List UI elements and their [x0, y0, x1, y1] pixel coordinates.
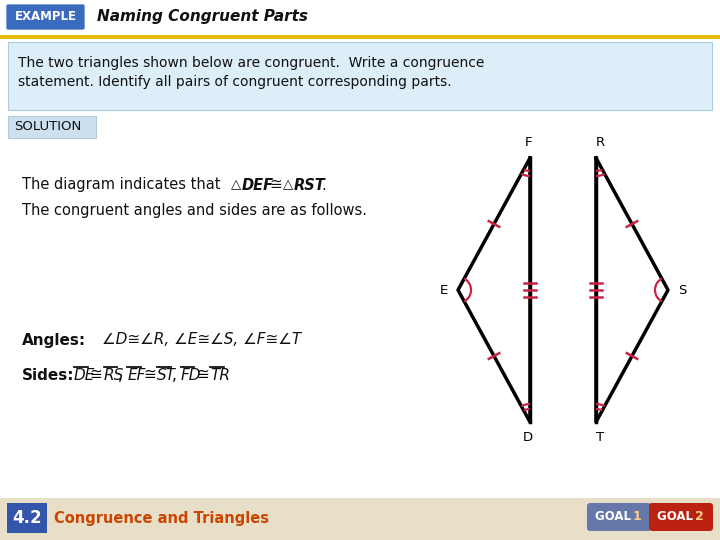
Text: TR: TR — [210, 368, 230, 382]
Text: DE: DE — [74, 368, 95, 382]
Text: 1: 1 — [633, 510, 642, 523]
Text: statement. Identify all pairs of congruent corresponding parts.: statement. Identify all pairs of congrue… — [18, 75, 451, 89]
Bar — [0, 0, 720, 38]
Text: Naming Congruent Parts: Naming Congruent Parts — [97, 10, 308, 24]
Text: SOLUTION: SOLUTION — [14, 120, 81, 133]
Text: 2: 2 — [695, 510, 703, 523]
Text: 4.2: 4.2 — [12, 509, 42, 527]
Text: R: R — [595, 136, 605, 149]
Text: ≅: ≅ — [89, 368, 102, 382]
Text: .: . — [321, 178, 325, 192]
Text: ≅: ≅ — [269, 178, 282, 192]
FancyBboxPatch shape — [7, 503, 47, 533]
Text: The congruent angles and sides are as follows.: The congruent angles and sides are as fo… — [22, 202, 367, 218]
Text: ,: , — [171, 368, 176, 382]
Text: ≅: ≅ — [143, 368, 156, 382]
Text: ,: , — [118, 368, 123, 382]
Text: F: F — [524, 136, 532, 149]
Text: EF: EF — [127, 368, 145, 382]
Bar — [0, 498, 720, 540]
Text: FD: FD — [181, 368, 201, 382]
Text: The two triangles shown below are congruent.  Write a congruence: The two triangles shown below are congru… — [18, 56, 485, 70]
Text: ∠D≅∠R, ∠E≅∠S, ∠F≅∠T: ∠D≅∠R, ∠E≅∠S, ∠F≅∠T — [102, 333, 301, 348]
Text: RST: RST — [294, 178, 325, 192]
FancyBboxPatch shape — [649, 503, 713, 531]
Text: △: △ — [283, 179, 293, 192]
Text: S: S — [678, 284, 686, 296]
Text: ST: ST — [157, 368, 176, 382]
Text: EXAMPLE: EXAMPLE — [14, 10, 76, 24]
FancyBboxPatch shape — [6, 4, 85, 30]
Text: △: △ — [231, 179, 241, 192]
Text: DEF: DEF — [242, 178, 274, 192]
Text: Angles:: Angles: — [22, 333, 86, 348]
Bar — [8, 42, 712, 110]
Text: ≅: ≅ — [196, 368, 209, 382]
Text: Congruence and Triangles: Congruence and Triangles — [54, 510, 269, 525]
Text: GOAL: GOAL — [657, 510, 697, 523]
Bar — [8, 116, 96, 138]
Text: E: E — [440, 284, 448, 296]
Text: The diagram indicates that: The diagram indicates that — [22, 178, 225, 192]
Text: RS: RS — [104, 368, 124, 382]
Text: T: T — [596, 431, 604, 444]
Text: GOAL: GOAL — [595, 510, 635, 523]
Text: Sides:: Sides: — [22, 368, 74, 382]
Text: D: D — [523, 431, 533, 444]
FancyBboxPatch shape — [587, 503, 651, 531]
